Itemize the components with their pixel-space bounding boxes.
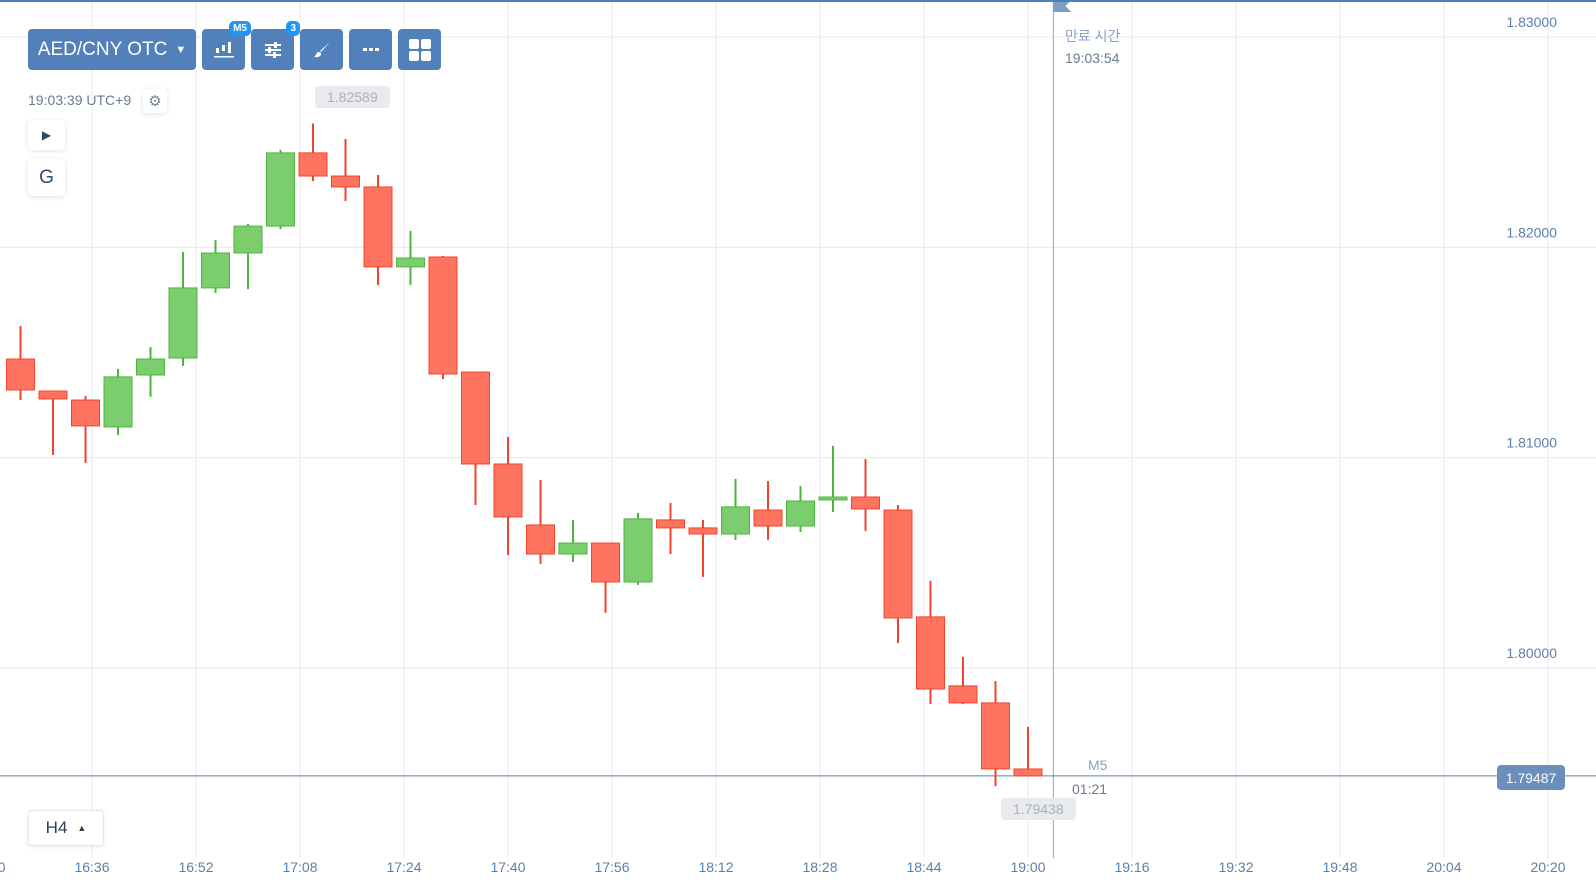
expiry-time: 19:03:54 [1065,50,1120,66]
candle-up [558,542,588,555]
x-tick-label: 17:40 [490,859,525,875]
indicators-button[interactable]: 3 [251,21,300,70]
y-tick-label: 1.83000 [1506,14,1557,30]
timeframe-selector[interactable]: H4 ▲ [28,810,104,846]
candle-up [136,358,165,376]
candle-down [298,152,328,177]
x-tick-label: 16:36 [74,859,109,875]
top-border [0,0,1596,2]
candle-down [493,463,523,518]
x-tick-label: 20:04 [1426,859,1461,875]
y-tick-label: 1.82000 [1506,224,1557,240]
sliders-icon [264,41,281,58]
x-tick-label: 19:32 [1218,859,1253,875]
x-tick-label: 17:56 [594,859,629,875]
dash-line-icon [362,47,379,51]
indicators-count-badge: 3 [286,21,300,36]
candle-up [721,506,750,535]
x-tick-label: 19:48 [1322,859,1357,875]
candle-down [981,702,1010,770]
play-arrow-icon: ▶ [41,128,52,142]
asset-selector-button[interactable]: AED/CNY OTC ▼ [28,29,196,70]
server-clock: 19:03:39 UTC+9 [28,92,132,108]
x-tick-label: 17:24 [386,859,421,875]
candle-down [753,509,783,527]
candle-down [6,358,35,391]
chart-type-button[interactable]: M5 [202,21,251,70]
candle-down [688,527,718,535]
candle-up [623,518,653,583]
layout-button[interactable] [398,29,441,70]
brush-icon [313,41,330,57]
period-label: M5 [1088,757,1108,773]
g-label: G [39,166,54,188]
candle-up [786,500,815,527]
candle-down [71,399,100,427]
x-tick-label: 16:52 [178,859,213,875]
line-style-button[interactable] [349,29,392,70]
toolbar: AED/CNY OTC ▼ M5 3 [28,21,441,70]
g-button[interactable]: G [28,159,65,196]
x-tick-label: 20:20 [1530,859,1565,875]
candle-down [428,256,458,375]
candle-up [168,287,198,359]
timeframe-label: H4 [45,818,68,837]
candle-down [591,542,620,583]
gear-icon[interactable]: ⚙ [143,89,167,113]
x-tick-label: 19:00 [1010,859,1045,875]
candle-countdown: 01:21 [1072,781,1108,797]
candle-down [331,175,360,188]
max-price-label: 1.82589 [315,86,390,108]
expiry-info: 만료 시간 19:03:54 [1065,25,1120,69]
candle-up [233,225,263,254]
candle-up [103,376,133,428]
candlestick-chart-icon [213,41,234,57]
candle-up [266,152,295,227]
candle-down [38,390,68,400]
candle-down [1013,768,1043,777]
x-tick-label: 18:12 [698,859,733,875]
candle-up [396,257,425,268]
expiry-flag-icon [1053,0,1072,12]
candle-up [201,252,230,289]
candle-down [461,371,490,465]
x-tick-label: 16:20 [0,859,6,875]
candle-down [656,519,685,529]
y-tick-label: 1.81000 [1506,435,1557,451]
expand-panel-button[interactable]: ▶ [28,120,65,150]
caret-up-icon: ▲ [77,823,87,833]
asset-pair-label: AED/CNY OTC [37,38,168,60]
candle-down [883,509,913,619]
candle-down [851,496,880,510]
candle-down [363,186,393,268]
x-tick-label: 19:16 [1114,859,1149,875]
current-price-badge: 1.79487 [1497,765,1565,790]
timeframe-badge: M5 [229,21,251,36]
x-tick-label: 18:44 [906,859,941,875]
candle-up [818,496,848,501]
x-tick-label: 18:28 [802,859,837,875]
caret-down-icon: ▼ [175,43,187,56]
candle-down [526,524,555,555]
min-price-label: 1.79438 [1001,798,1076,820]
candle-down [948,685,978,704]
candle-down [916,616,945,690]
grid-layout-icon [408,38,431,61]
drawing-tools-button[interactable] [300,29,343,70]
expiry-label: 만료 시간 [1065,28,1121,44]
x-tick-label: 17:08 [282,859,317,875]
y-tick-label: 1.80000 [1506,645,1557,661]
